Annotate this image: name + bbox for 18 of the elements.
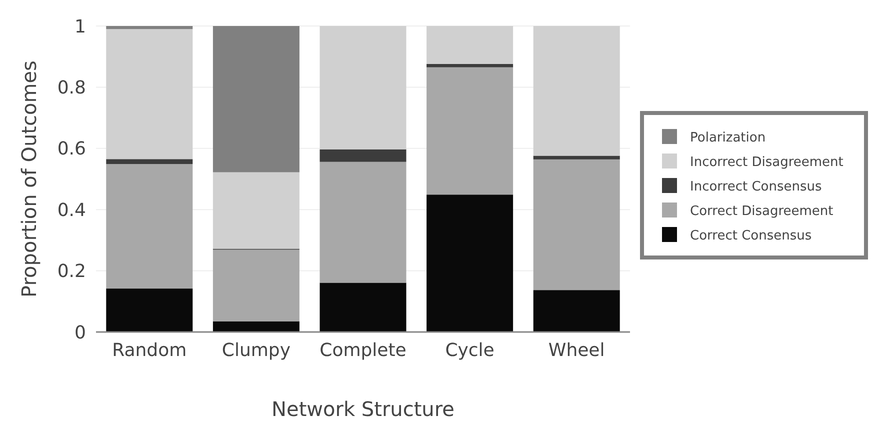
x-tick-label: Complete xyxy=(320,340,406,361)
x-tick-label: Random xyxy=(112,340,187,361)
legend-label: Polarization xyxy=(690,130,766,146)
x-tick-label: Cycle xyxy=(445,340,494,361)
y-tick-label: 0.4 xyxy=(57,200,86,221)
legend-label: Correct Consensus xyxy=(690,228,812,244)
y-tick-label: 0 xyxy=(74,322,86,344)
x-tick-label: Wheel xyxy=(548,340,605,361)
x-tick-label: Clumpy xyxy=(222,340,291,361)
legend-label: Correct Disagreement xyxy=(690,204,834,220)
y-axis-title: Proportion of Outcomes xyxy=(17,60,41,298)
legend-label: Incorrect Consensus xyxy=(690,180,822,195)
legend-label: Incorrect Disagreement xyxy=(690,155,844,170)
y-tick-label: 0.6 xyxy=(57,138,86,160)
y-tick-label: 0.2 xyxy=(57,261,86,282)
y-tick-label: 1 xyxy=(74,16,86,38)
x-axis-title: Network Structure xyxy=(272,397,454,421)
y-tick-label: 0.8 xyxy=(57,78,86,98)
